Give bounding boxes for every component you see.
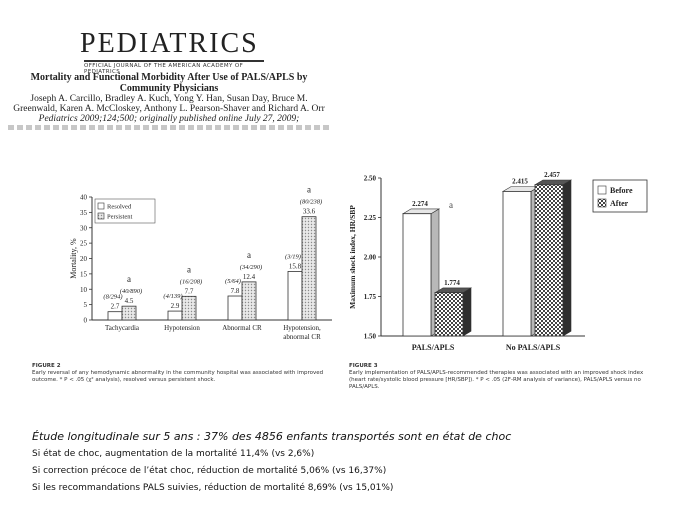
bar-persistent	[301, 216, 317, 321]
y-tick-label: 25	[80, 240, 88, 248]
bar-before	[402, 213, 432, 337]
shock-index-bar-chart: 1.50 1.75 2.00 2.25 2.50 Maximum shock index,…	[348, 171, 648, 352]
y-tick-label: 2.50	[364, 175, 377, 183]
paper-header: Mortality and Functional Morbidity After…	[8, 72, 330, 132]
bar-resolved	[287, 271, 303, 321]
data-label: 2.9	[171, 302, 180, 310]
y-tick-label: 35	[80, 209, 88, 217]
data-label: 33.6	[303, 208, 316, 216]
legend-box	[94, 198, 156, 224]
bar-side-after	[462, 287, 472, 337]
chart-bars	[107, 216, 317, 321]
data-label: 7.8	[231, 287, 240, 295]
summary-line: Si correction précoce de l’état choc, ré…	[32, 466, 387, 476]
bar-after	[434, 292, 464, 337]
x-tick-label: abnormal CR	[283, 333, 321, 341]
x-tick-label: Hypotension,	[283, 324, 321, 332]
paper-citation: Pediatrics 2009;124;500; originally publ…	[38, 114, 300, 124]
y-tick-label: 2.00	[364, 254, 377, 262]
significance-marker: a	[127, 274, 131, 284]
figure2-label: FIGURE 2	[32, 363, 61, 369]
figure3-caption-text: Early implementation of PALS/APLS-recomm…	[349, 370, 644, 390]
bar-side-after	[562, 179, 572, 337]
significance-marker: a	[247, 250, 251, 260]
bar-before	[502, 191, 532, 337]
data-label: 2.7	[111, 303, 120, 311]
legend-label: Resolved	[107, 204, 132, 211]
chart-labels: 2.7 (8/294) 4.5 (40/890) a Tachycardia 2.9 (4/1…	[103, 185, 322, 341]
fraction-label: (34/290)	[240, 264, 262, 271]
data-label: 15.8	[289, 262, 302, 270]
significance-marker: a	[187, 264, 191, 274]
figure2-caption-text: Early reversal of any hemodynamic abnorm…	[32, 370, 324, 383]
legend-label: After	[610, 199, 629, 208]
fraction-label: (80/238)	[300, 199, 322, 206]
x-tick-label: Abnormal CR	[222, 324, 262, 332]
chart-legend: Before After	[592, 179, 648, 213]
y-tick-label: 15	[80, 270, 88, 278]
y-tick-label: 40	[80, 194, 88, 202]
legend-label: Before	[610, 186, 633, 195]
y-tick-label: 5	[84, 301, 88, 309]
summary-headline: Étude longitudinale sur 5 ans : 37% des …	[32, 430, 512, 443]
legend-swatch	[97, 202, 105, 210]
y-axis-label: Mortality, %	[69, 238, 78, 279]
legend-swatch	[97, 212, 105, 220]
journal-subtitle: OFFICIAL JOURNAL OF THE AMERICAN ACADEMY…	[84, 60, 264, 75]
summary-line: Si les recommandations PALS suivies, réd…	[32, 483, 394, 493]
bar-resolved	[107, 311, 123, 321]
data-label: 7.7	[185, 287, 194, 295]
y-tick-label: 10	[80, 286, 88, 294]
paper-title: Mortality and Functional Morbidity After…	[30, 72, 308, 94]
bar-after	[534, 184, 564, 337]
bar-persistent	[241, 281, 257, 321]
bar-resolved	[167, 310, 183, 321]
cropped-text-line	[8, 125, 330, 130]
bar-resolved	[227, 295, 243, 321]
y-tick-label: 1.75	[364, 293, 377, 301]
y-axis-label: Maximum shock index, HR/SBP	[348, 205, 357, 309]
x-tick-label: Hypotension	[164, 324, 200, 332]
chart-legend: Resolved Persistent	[94, 198, 156, 224]
data-label: 2.274	[412, 200, 428, 208]
significance-marker: a	[307, 185, 311, 195]
x-tick-label: No PALS/APLS	[506, 343, 561, 352]
data-label: 12.4	[243, 273, 256, 281]
data-label: 2.457	[544, 171, 560, 179]
summary-line: Si état de choc, augmentation de la mort…	[32, 449, 315, 459]
y-tick-label: 0	[84, 317, 88, 325]
y-tick-label: 2.25	[364, 214, 377, 222]
fraction-label: (40/890)	[120, 288, 142, 295]
bar-persistent	[121, 305, 137, 321]
fraction-label: (16/208)	[180, 278, 202, 285]
legend-swatch	[597, 198, 607, 208]
data-label: 4.5	[125, 297, 134, 305]
x-tick-label: Tachycardia	[105, 324, 140, 332]
figure3-caption: FIGURE 3 Early implementation of PALS/AP…	[349, 363, 649, 391]
fraction-label: (3/19)	[285, 253, 301, 260]
fraction-label: (4/139)	[163, 293, 182, 300]
legend-swatch	[597, 185, 607, 195]
legend-label: Persistent	[107, 214, 132, 221]
paper-authors: Joseph A. Carcillo, Bradley A. Kuch, Yon…	[13, 94, 325, 114]
data-label: 2.415	[512, 178, 528, 186]
fraction-label: (8/294)	[103, 294, 122, 301]
y-tick-label: 1.50	[364, 333, 377, 341]
figure3-label: FIGURE 3	[349, 363, 378, 369]
data-label: 1.774	[444, 279, 460, 287]
mortality-bar-chart: 0 5 10 15 20 25 30 35 40 Mortality, % 2.7 (8/294) 4…	[69, 185, 332, 341]
journal-logo: PEDIATRICS	[80, 28, 259, 59]
summary-block: Étude longitudinale sur 5 ans : 37% des …	[32, 430, 672, 500]
chart-labels: 2.274 1.774 PALS/APLS 2.415 2.457 No PALS/APL…	[412, 171, 561, 352]
y-tick-label: 20	[80, 255, 88, 263]
figure2-caption: FIGURE 2 Early reversal of any hemodynam…	[32, 363, 332, 384]
fraction-label: (5/64)	[225, 278, 241, 285]
chart-bars	[401, 179, 573, 337]
significance-marker: a	[449, 200, 453, 210]
y-tick-label: 30	[80, 224, 88, 232]
x-tick-label: PALS/APLS	[412, 343, 455, 352]
bar-persistent	[181, 295, 197, 321]
